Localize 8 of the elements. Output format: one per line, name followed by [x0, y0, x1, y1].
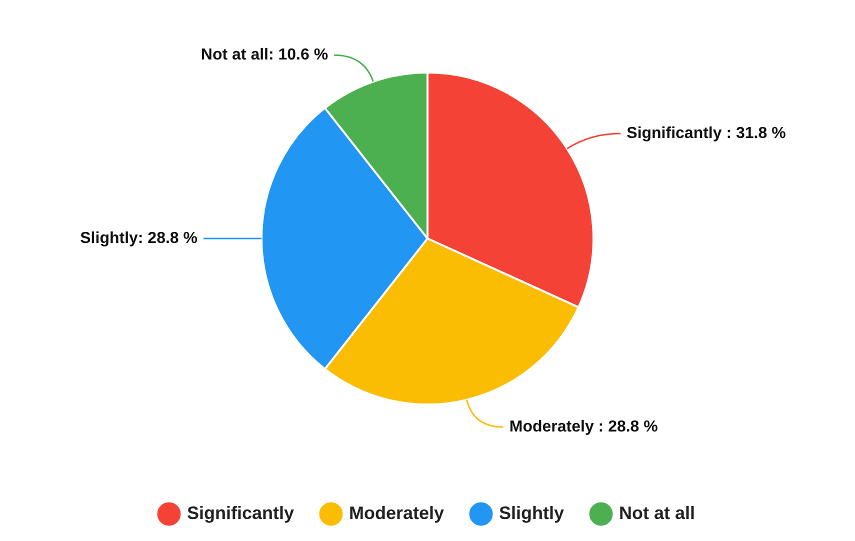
legend-label: Moderately [348, 502, 444, 523]
data-label: Moderately : 28.8 % [509, 418, 658, 436]
legend-label: Not at all [619, 502, 696, 523]
data-label: Significantly : 31.8 % [626, 124, 786, 142]
data-label: Slightly: 28.8 % [80, 230, 198, 247]
legend-label: Slightly [499, 502, 564, 523]
data-label: Not at all: 10.6 % [200, 46, 328, 64]
legend-label: Significantly [186, 502, 294, 523]
